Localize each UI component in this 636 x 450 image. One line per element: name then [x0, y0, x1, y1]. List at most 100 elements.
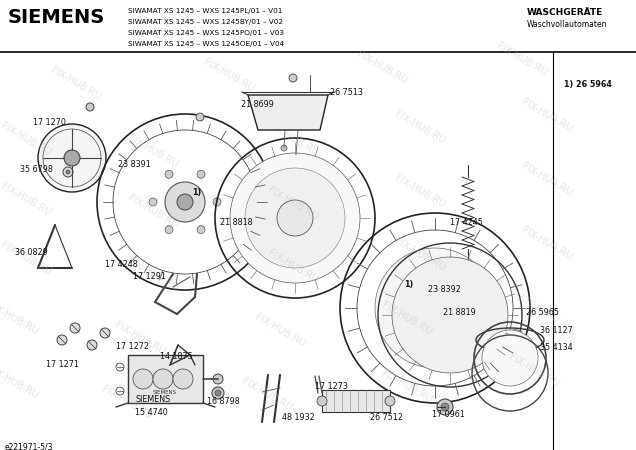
Text: 17 0961: 17 0961	[432, 410, 465, 419]
Circle shape	[197, 226, 205, 234]
Circle shape	[277, 200, 313, 236]
Text: FIX-HUB.RU: FIX-HUB.RU	[0, 364, 39, 401]
Text: 48 1932: 48 1932	[282, 413, 315, 422]
Text: FIX-HUB.RU: FIX-HUB.RU	[380, 300, 434, 337]
Text: FIX-HUB.RU: FIX-HUB.RU	[126, 193, 179, 230]
Text: FIX-HUB.RU: FIX-HUB.RU	[393, 237, 446, 274]
Circle shape	[165, 170, 173, 178]
Circle shape	[153, 369, 173, 389]
Text: 17 1271: 17 1271	[46, 360, 79, 369]
Text: FIX-HUB.RU: FIX-HUB.RU	[266, 185, 319, 222]
Text: 1) 26 5964: 1) 26 5964	[564, 80, 612, 89]
Circle shape	[281, 145, 287, 151]
Bar	[258, 100, 320, 122]
Text: FIX-HUB.RU: FIX-HUB.RU	[266, 248, 319, 285]
Text: 35 4134: 35 4134	[540, 343, 572, 352]
Text: 17 1270: 17 1270	[33, 118, 66, 127]
Text: 15 4740: 15 4740	[135, 408, 168, 417]
Text: 1): 1)	[192, 188, 201, 197]
Text: 26 7513: 26 7513	[330, 88, 363, 97]
Circle shape	[245, 168, 345, 268]
Text: 1): 1)	[404, 280, 413, 289]
Text: FIX-HUB.RU: FIX-HUB.RU	[0, 181, 52, 218]
Text: 14 1875: 14 1875	[160, 352, 193, 361]
Text: FIX-HUB.RU: FIX-HUB.RU	[520, 97, 574, 134]
Circle shape	[215, 390, 221, 396]
Circle shape	[38, 124, 106, 192]
Text: 17 1273: 17 1273	[315, 382, 348, 391]
Text: 26 7512: 26 7512	[370, 413, 403, 422]
Circle shape	[213, 374, 223, 384]
Circle shape	[165, 226, 173, 234]
Bar	[322, 390, 390, 412]
Text: FIX-HUB.RU: FIX-HUB.RU	[50, 65, 103, 102]
Text: 17 1272: 17 1272	[116, 342, 149, 351]
Circle shape	[64, 150, 80, 166]
Text: 26 5965: 26 5965	[526, 308, 559, 317]
Text: e221971-5/3: e221971-5/3	[5, 443, 53, 450]
Text: 36 1127: 36 1127	[540, 326, 573, 335]
Text: 17 4248: 17 4248	[105, 260, 138, 269]
Text: SIWAMAT XS 1245 – WXS 1245PO/01 – V03: SIWAMAT XS 1245 – WXS 1245PO/01 – V03	[128, 30, 284, 36]
Circle shape	[197, 170, 205, 178]
Circle shape	[196, 113, 204, 121]
Text: FIX-HUB.RU: FIX-HUB.RU	[126, 256, 179, 293]
Bar	[128, 355, 203, 403]
Text: SIEMENS: SIEMENS	[153, 391, 177, 396]
Circle shape	[57, 335, 67, 345]
Text: 36 0829: 36 0829	[15, 248, 48, 257]
Circle shape	[392, 257, 508, 373]
Text: 23 8391: 23 8391	[118, 160, 151, 169]
Text: FIX-HUB.RU: FIX-HUB.RU	[240, 376, 294, 413]
Text: FIX-HUB.RU: FIX-HUB.RU	[355, 50, 408, 86]
Circle shape	[212, 387, 224, 399]
Text: FIX-HUB.RU: FIX-HUB.RU	[393, 109, 446, 146]
Text: FIX-HUB.RU: FIX-HUB.RU	[0, 300, 39, 337]
Text: SIEMENS: SIEMENS	[135, 395, 170, 404]
Text: WASCHGERÄTE: WASCHGERÄTE	[527, 8, 604, 17]
Text: FIX-HUB.RU: FIX-HUB.RU	[126, 133, 179, 170]
Text: FIX-HUB.RU: FIX-HUB.RU	[508, 288, 561, 325]
Circle shape	[133, 369, 153, 389]
Text: 21 8818: 21 8818	[220, 218, 252, 227]
Text: FIX-HUB.RU: FIX-HUB.RU	[113, 320, 167, 357]
Circle shape	[63, 167, 73, 177]
Text: FIX-HUB.RU: FIX-HUB.RU	[0, 121, 52, 158]
Text: FIX-HUB.RU: FIX-HUB.RU	[380, 368, 434, 405]
Text: FIX-HUB.RU: FIX-HUB.RU	[202, 58, 256, 94]
Text: FIX-HUB.RU: FIX-HUB.RU	[253, 312, 307, 349]
Circle shape	[70, 323, 80, 333]
Text: FIX-HUB.RU: FIX-HUB.RU	[495, 41, 548, 78]
Circle shape	[375, 248, 495, 368]
Text: 17 4245: 17 4245	[450, 218, 483, 227]
Text: 17 1291: 17 1291	[133, 272, 166, 281]
Text: 35 6798: 35 6798	[20, 165, 53, 174]
Text: SIWAMAT XS 1245 – WXS 1245PL/01 – V01: SIWAMAT XS 1245 – WXS 1245PL/01 – V01	[128, 8, 282, 14]
Text: FIX-HUB.RU: FIX-HUB.RU	[393, 173, 446, 210]
Polygon shape	[248, 95, 328, 130]
Text: 23 8392: 23 8392	[428, 285, 461, 294]
Circle shape	[177, 194, 193, 210]
Text: FIX-HUB.RU: FIX-HUB.RU	[508, 352, 561, 389]
Circle shape	[289, 74, 297, 82]
Circle shape	[87, 340, 97, 350]
Text: 21 8699: 21 8699	[241, 100, 274, 109]
Circle shape	[86, 103, 94, 111]
Text: SIEMENS: SIEMENS	[8, 8, 105, 27]
Text: SIWAMAT XS 1245 – WXS 1245OE/01 – V04: SIWAMAT XS 1245 – WXS 1245OE/01 – V04	[128, 41, 284, 47]
Text: FIX-HUB.RU: FIX-HUB.RU	[100, 384, 154, 421]
Text: FIX-HUB.RU: FIX-HUB.RU	[520, 225, 574, 261]
Circle shape	[415, 288, 455, 328]
Circle shape	[441, 403, 449, 411]
Circle shape	[213, 198, 221, 206]
Text: FIX-HUB.RU: FIX-HUB.RU	[520, 161, 574, 198]
Circle shape	[66, 170, 70, 174]
Circle shape	[437, 399, 453, 415]
Circle shape	[482, 330, 538, 386]
Text: Waschvollautomaten: Waschvollautomaten	[527, 20, 607, 29]
Circle shape	[100, 328, 110, 338]
Circle shape	[173, 369, 193, 389]
Text: FIX-HUB.RU: FIX-HUB.RU	[0, 241, 52, 277]
Text: FIX-HUB.RU: FIX-HUB.RU	[266, 121, 319, 158]
Circle shape	[149, 198, 157, 206]
